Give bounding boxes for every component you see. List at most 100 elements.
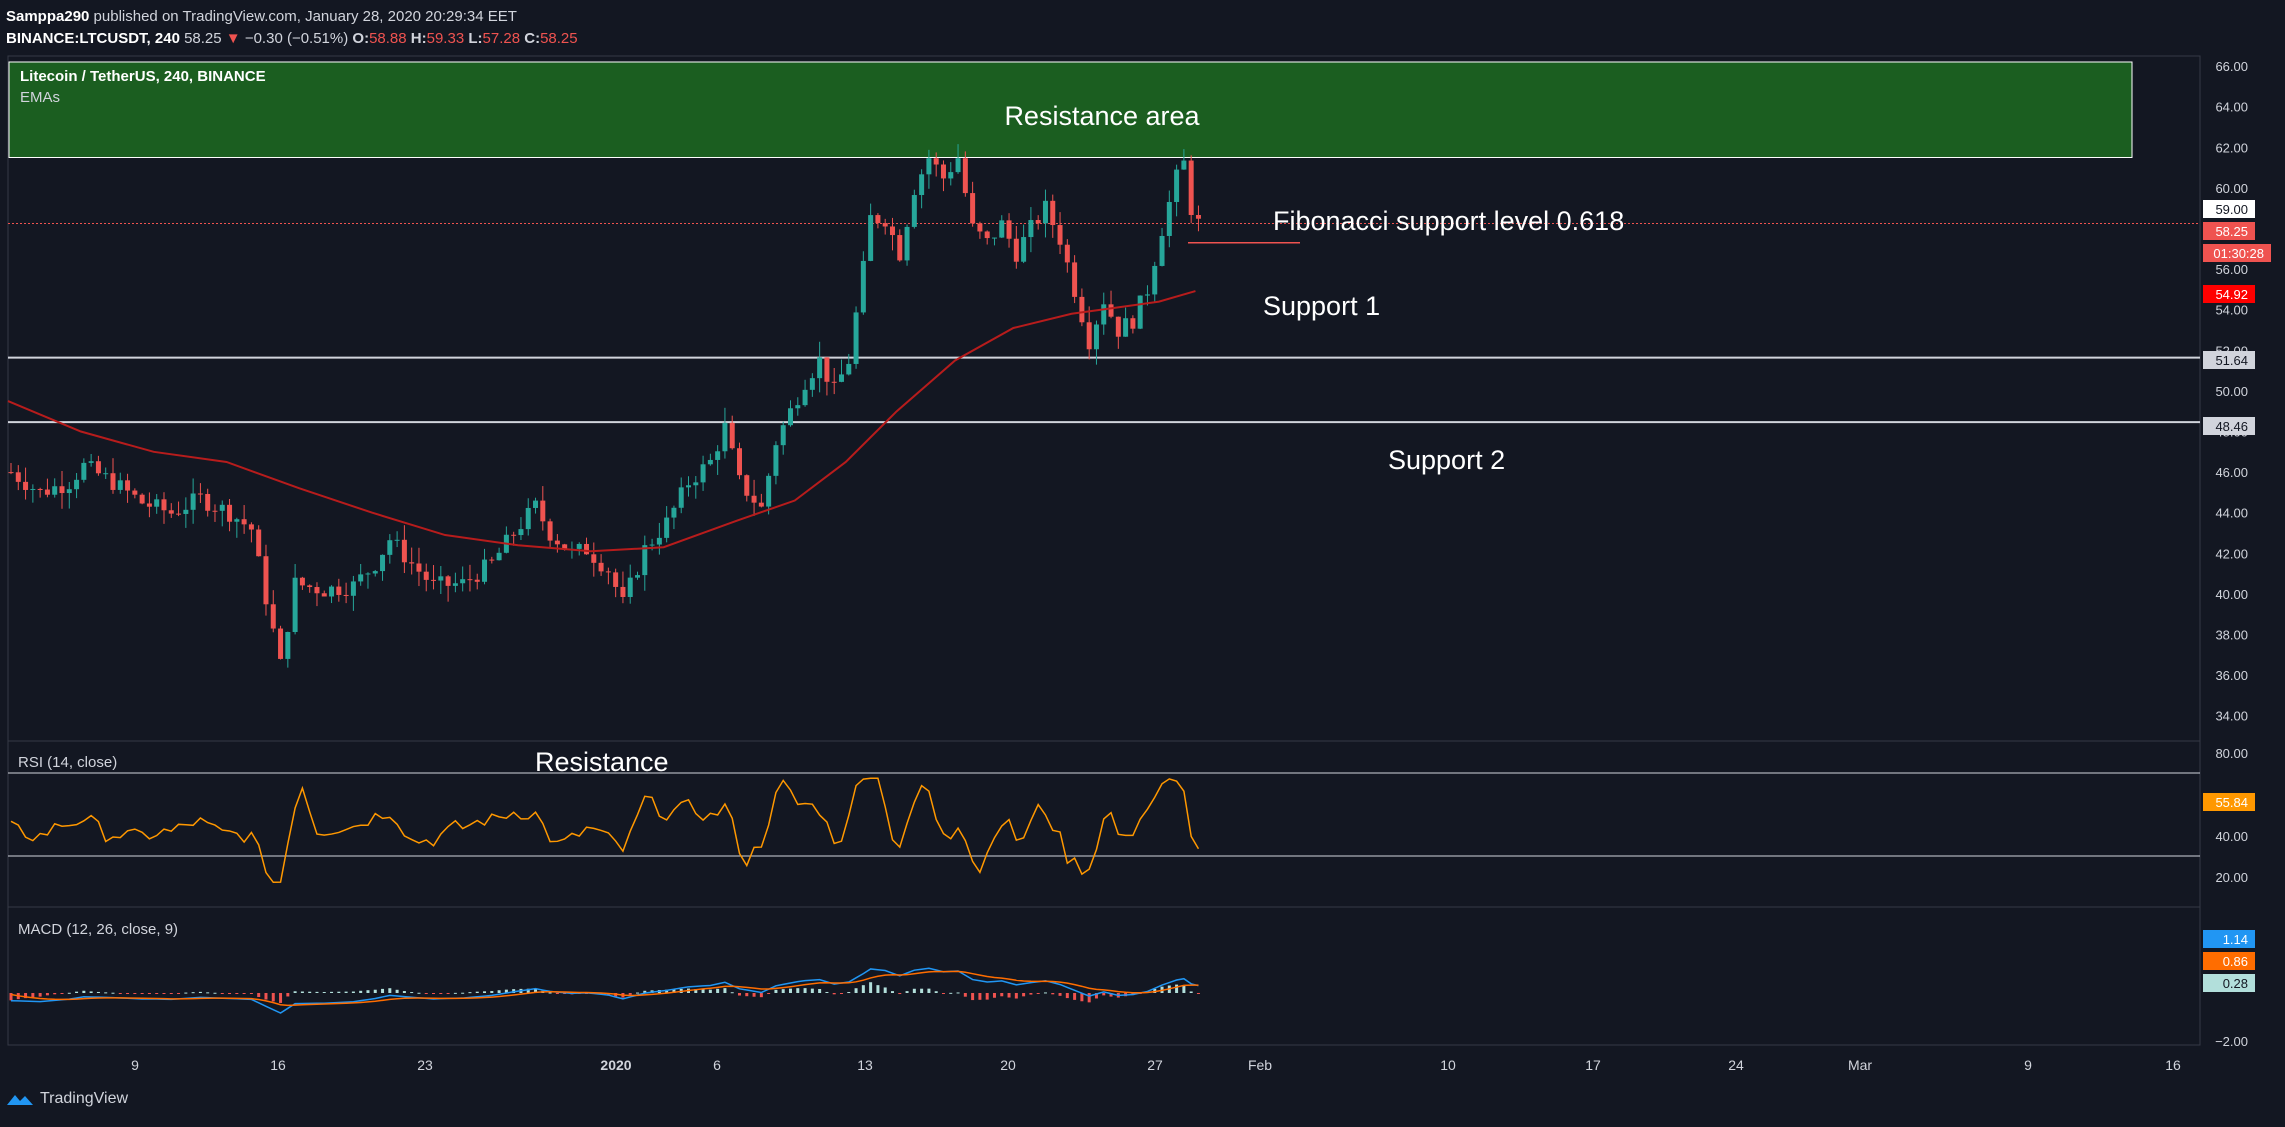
candle[interactable]	[88, 453, 94, 467]
candle[interactable]	[321, 590, 327, 597]
candle[interactable]	[343, 582, 349, 604]
macd-signal-line[interactable]	[10, 970, 1199, 1007]
candle[interactable]	[482, 548, 488, 585]
candle[interactable]	[620, 571, 626, 604]
candle[interactable]	[329, 585, 335, 604]
candle[interactable]	[605, 567, 611, 585]
candle[interactable]	[95, 455, 101, 476]
publisher-name[interactable]: Samppa290	[6, 8, 90, 25]
candle[interactable]	[227, 498, 233, 532]
candle[interactable]	[132, 488, 138, 499]
candle[interactable]	[919, 169, 925, 209]
candle[interactable]	[1159, 227, 1165, 267]
candle[interactable]	[882, 218, 888, 235]
candle[interactable]	[1006, 213, 1012, 248]
candle[interactable]	[700, 455, 706, 491]
rsi-legend[interactable]: RSI (14, close)	[18, 754, 117, 771]
candle[interactable]	[125, 473, 131, 503]
candle[interactable]	[263, 544, 269, 616]
candle[interactable]	[8, 463, 14, 475]
candle[interactable]	[409, 547, 415, 575]
candle[interactable]	[766, 473, 772, 515]
candle[interactable]	[737, 442, 742, 480]
rsi-line[interactable]	[10, 777, 1200, 884]
candle[interactable]	[984, 230, 990, 245]
candle[interactable]	[467, 564, 473, 592]
candle[interactable]	[23, 467, 29, 500]
candle[interactable]	[1166, 190, 1172, 248]
candle[interactable]	[139, 493, 145, 505]
candle[interactable]	[518, 517, 524, 541]
candle[interactable]	[787, 400, 793, 427]
candle[interactable]	[780, 421, 786, 455]
candle[interactable]	[584, 537, 590, 555]
resistance-area-box[interactable]	[8, 61, 2133, 158]
candle[interactable]	[460, 566, 466, 592]
candle[interactable]	[511, 531, 517, 546]
candle[interactable]	[503, 526, 509, 554]
candle[interactable]	[875, 213, 881, 229]
candle[interactable]	[452, 572, 458, 593]
candle[interactable]	[1021, 224, 1027, 264]
candle[interactable]	[489, 556, 495, 564]
candle[interactable]	[824, 357, 830, 396]
candle[interactable]	[336, 578, 342, 602]
candle[interactable]	[999, 215, 1005, 239]
candle[interactable]	[613, 568, 619, 598]
candle[interactable]	[37, 487, 43, 498]
candle[interactable]	[44, 478, 50, 498]
candle[interactable]	[715, 445, 721, 475]
candle[interactable]	[205, 488, 211, 517]
candle[interactable]	[59, 470, 65, 509]
candle[interactable]	[365, 572, 371, 589]
candle[interactable]	[1093, 320, 1099, 365]
candle[interactable]	[635, 571, 641, 580]
candle[interactable]	[190, 478, 196, 524]
candle[interactable]	[314, 582, 320, 607]
candle[interactable]	[838, 359, 844, 383]
candle[interactable]	[1050, 194, 1056, 238]
candle[interactable]	[707, 453, 713, 466]
candle[interactable]	[423, 563, 429, 592]
candle[interactable]	[722, 407, 728, 459]
candle[interactable]	[81, 458, 87, 483]
candle[interactable]	[751, 479, 757, 516]
ema-legend[interactable]: EMAs	[20, 89, 60, 106]
candle[interactable]	[1123, 307, 1129, 337]
candle[interactable]	[940, 160, 946, 192]
candle[interactable]	[270, 590, 276, 633]
candle[interactable]	[576, 542, 582, 556]
candle[interactable]	[693, 476, 699, 499]
candle[interactable]	[387, 534, 393, 564]
candle[interactable]	[547, 518, 553, 549]
candle[interactable]	[292, 564, 298, 635]
candle[interactable]	[234, 517, 240, 538]
candle[interactable]	[955, 144, 961, 174]
candle[interactable]	[1042, 189, 1048, 238]
candle[interactable]	[496, 547, 502, 561]
candle[interactable]	[1174, 164, 1180, 217]
candle[interactable]	[103, 467, 109, 479]
candlestick-series[interactable]	[8, 144, 1201, 668]
candle[interactable]	[372, 569, 378, 577]
candle[interactable]	[591, 542, 597, 577]
candle[interactable]	[926, 149, 932, 189]
candle[interactable]	[380, 554, 386, 581]
candle[interactable]	[846, 353, 852, 376]
time-axis[interactable]: 9 16 23 2020 6 13 20 27 Feb 10 17 24 Mar 9 16	[131, 1057, 2181, 1073]
candle[interactable]	[598, 554, 604, 576]
candle[interactable]	[110, 458, 116, 494]
candle[interactable]	[474, 573, 480, 590]
candle[interactable]	[817, 341, 823, 393]
candle[interactable]	[678, 477, 684, 514]
candle[interactable]	[664, 506, 670, 543]
candle[interactable]	[248, 522, 254, 543]
candle[interactable]	[853, 306, 859, 369]
candle[interactable]	[1195, 205, 1201, 232]
candle[interactable]	[962, 151, 968, 197]
symbol-label[interactable]: BINANCE:LTCUSDT, 240	[6, 30, 180, 47]
candle[interactable]	[15, 465, 21, 491]
candle[interactable]	[1152, 261, 1158, 303]
candle[interactable]	[299, 576, 305, 590]
candle[interactable]	[401, 525, 407, 574]
